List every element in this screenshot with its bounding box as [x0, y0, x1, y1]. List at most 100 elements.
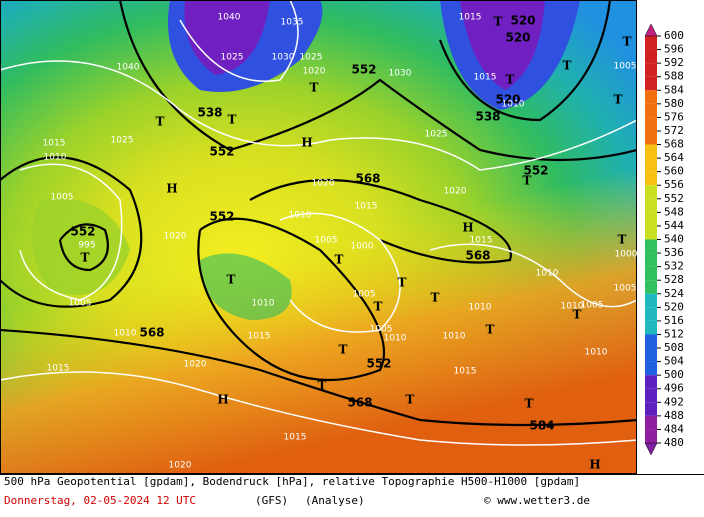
isobar-label: 1010 — [384, 334, 407, 344]
colorbar-tick-label: 584 — [664, 83, 684, 96]
isobar-label: 1000 — [351, 242, 374, 252]
pressure-center: T — [494, 15, 503, 29]
geopotential-label: 568 — [139, 326, 164, 340]
pressure-center: T — [81, 251, 90, 265]
pressure-center: H — [166, 182, 177, 196]
isobar-label: 1020 — [164, 232, 187, 242]
isobar-label: 1010 — [585, 348, 608, 358]
colorbar-swatch — [645, 388, 657, 403]
isobar-label: 1015 — [284, 433, 307, 443]
isobar-label: 1030 — [272, 53, 295, 63]
colorbar-tick-label: 520 — [664, 300, 684, 313]
isobar-label: 1010 — [561, 302, 584, 312]
colorbar-swatch — [645, 63, 657, 77]
colorbar-tick-label: 516 — [664, 314, 684, 327]
isobar-label: 995 — [78, 241, 95, 251]
isobar-label: 1005 — [69, 299, 92, 309]
isobar-label: 1025 — [221, 53, 244, 63]
colorbar-tick-label: 548 — [664, 205, 684, 218]
pressure-center: T — [563, 59, 572, 73]
colorbar-swatch — [645, 375, 657, 389]
colorbar-swatch — [645, 348, 657, 362]
geopotential-label: 552 — [209, 145, 234, 159]
isobar-label: 1015 — [248, 332, 271, 342]
colorbar-tick-label: 492 — [664, 395, 684, 408]
colorbar-tick-label: 600 — [664, 29, 684, 42]
colorbar-tick-label: 484 — [664, 422, 684, 435]
colorbar-swatch — [645, 361, 657, 376]
geopotential-label: 552 — [209, 210, 234, 224]
isobar-label: 1040 — [117, 63, 140, 73]
pressure-center: T — [374, 300, 383, 314]
pressure-center: H — [301, 136, 312, 150]
geopotential-label: 552 — [351, 63, 376, 77]
isobar-label: 1005 — [370, 325, 393, 335]
colorbar-tick-label: 592 — [664, 56, 684, 69]
geopotential-label: 520 — [495, 93, 520, 107]
isobar-label: 1010 — [469, 303, 492, 313]
colorbar-swatch — [645, 36, 657, 50]
colorbar-swatch — [645, 76, 657, 91]
pressure-center: T — [398, 276, 407, 290]
isobar-label: 1025 — [300, 53, 323, 63]
pressure-center: T — [523, 174, 532, 188]
geopotential-label: 520 — [510, 14, 535, 28]
pressure-center: T — [227, 273, 236, 287]
colorbar-swatch — [645, 171, 657, 186]
colorbar-top-arrow — [644, 23, 658, 37]
geopotential-label: 520 — [505, 31, 530, 45]
pressure-center: T — [335, 253, 344, 267]
isobar-label: 1015 — [355, 202, 378, 212]
colorbar-swatch — [645, 307, 657, 321]
pressure-center: T — [406, 393, 415, 407]
pressure-center: T — [318, 379, 327, 393]
isobar-label: 1005 — [315, 236, 338, 246]
colorbar-tick-label: 560 — [664, 165, 684, 178]
colorbar-tick-label: 552 — [664, 192, 684, 205]
colorbar-swatch — [645, 185, 657, 199]
isobar-label: 1005 — [614, 284, 637, 294]
colorbar-tick-label: 564 — [664, 151, 684, 164]
isobar-label: 1025 — [111, 136, 134, 146]
isobar-label: 1025 — [425, 130, 448, 140]
isobar-label: 1005 — [51, 193, 74, 203]
colorbar-tick-label: 508 — [664, 341, 684, 354]
isobar-label: 1020 — [169, 461, 192, 471]
footer-credit: © www.wetter3.de — [484, 494, 590, 507]
isobar-label: 1035 — [281, 18, 304, 28]
isobar-label: 1015 — [470, 236, 493, 246]
colorbar-tick-label: 512 — [664, 327, 684, 340]
colorbar-tick-label: 488 — [664, 409, 684, 422]
footer-date: Donnerstag, 02-05-2024 12 UTC — [4, 494, 196, 507]
pressure-center: H — [217, 393, 228, 407]
colorbar-swatch — [645, 253, 657, 267]
isobar-label: 1015 — [47, 364, 70, 374]
geopotential-label: 552 — [366, 357, 391, 371]
isobar-label: 1005 — [581, 301, 604, 311]
isobar-label: 1030 — [389, 69, 412, 79]
pressure-center: T — [339, 343, 348, 357]
pressure-center: T — [525, 397, 534, 411]
isobar-label: 1020 — [444, 187, 467, 197]
colorbar-swatch — [645, 117, 657, 131]
colorbar-bottom-arrow — [644, 442, 658, 456]
colorbar-swatch — [645, 212, 657, 226]
geopotential-label: 552 — [70, 225, 95, 239]
isobar-label: 1005 — [353, 290, 376, 300]
isobar-label: 1015 — [454, 367, 477, 377]
geopotential-label: 568 — [465, 249, 490, 263]
colorbar-swatch — [645, 415, 657, 430]
colorbar-swatch — [645, 320, 657, 335]
colorbar-tick-label: 568 — [664, 138, 684, 151]
pressure-center: T — [486, 323, 495, 337]
colorbar-swatch — [645, 130, 657, 145]
isobar-label: 1010 — [443, 332, 466, 342]
geopotential-label: 538 — [197, 106, 222, 120]
colorbar-tick-label: 580 — [664, 97, 684, 110]
colorbar-tick-label: 528 — [664, 273, 684, 286]
colorbar-swatch — [645, 239, 657, 254]
colorbar-swatch — [645, 144, 657, 159]
footer-run: (Analyse) — [305, 494, 365, 507]
isobar-label: 1020 — [312, 179, 335, 189]
